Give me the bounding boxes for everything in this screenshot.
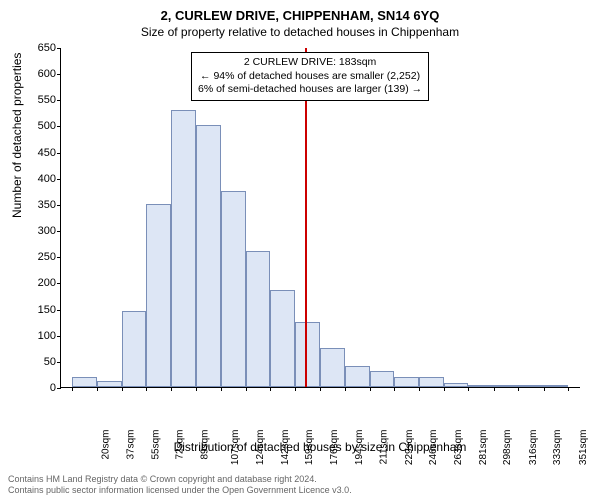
y-tick-label: 50 [21, 356, 56, 368]
y-tick-label: 550 [21, 94, 56, 106]
y-tick-label: 450 [21, 147, 56, 159]
y-tick-label: 500 [21, 120, 56, 132]
histogram-bar [394, 377, 418, 387]
histogram-bar [97, 381, 123, 387]
y-tick-label: 100 [21, 330, 56, 342]
footer-line2: Contains public sector information licen… [8, 485, 352, 496]
chart-area: 0501001502002503003504004505005506006502… [60, 48, 580, 388]
histogram-bar [295, 322, 321, 387]
histogram-bar [345, 366, 371, 387]
annotation-line: ← 94% of detached houses are smaller (2,… [198, 70, 422, 84]
histogram-bar [544, 385, 568, 387]
histogram-bar [419, 377, 445, 387]
histogram-bar [246, 251, 270, 387]
chart-container: 2, CURLEW DRIVE, CHIPPENHAM, SN14 6YQ Si… [0, 0, 600, 500]
y-tick-label: 0 [21, 382, 56, 394]
y-tick-label: 350 [21, 199, 56, 211]
annotation-line: 6% of semi-detached houses are larger (1… [198, 83, 422, 97]
annotation-line: 2 CURLEW DRIVE: 183sqm [198, 56, 422, 70]
histogram-bar [468, 385, 494, 387]
histogram-bar [122, 311, 146, 387]
chart-title: 2, CURLEW DRIVE, CHIPPENHAM, SN14 6YQ [0, 0, 600, 23]
histogram-bar [72, 377, 96, 387]
y-tick-label: 650 [21, 42, 56, 54]
histogram-bar [171, 110, 197, 387]
histogram-bar [320, 348, 344, 387]
chart-subtitle: Size of property relative to detached ho… [0, 23, 600, 39]
annotation-box: 2 CURLEW DRIVE: 183sqm← 94% of detached … [191, 52, 429, 101]
histogram-bar [221, 191, 247, 387]
y-tick-label: 300 [21, 225, 56, 237]
histogram-bar [196, 125, 220, 387]
y-tick-label: 150 [21, 304, 56, 316]
y-tick-label: 250 [21, 251, 56, 263]
x-axis-label: Distribution of detached houses by size … [60, 440, 580, 454]
footer-line1: Contains HM Land Registry data © Crown c… [8, 474, 352, 485]
histogram-bar [518, 385, 544, 387]
histogram-bar [494, 385, 518, 387]
footer-attribution: Contains HM Land Registry data © Crown c… [8, 474, 352, 497]
histogram-bar [444, 383, 468, 387]
y-tick-label: 400 [21, 173, 56, 185]
y-tick-label: 200 [21, 277, 56, 289]
y-tick-label: 600 [21, 68, 56, 80]
histogram-bar [270, 290, 294, 387]
histogram-bar [146, 204, 170, 387]
plot-region: 0501001502002503003504004505005506006502… [60, 48, 580, 388]
histogram-bar [370, 371, 394, 387]
